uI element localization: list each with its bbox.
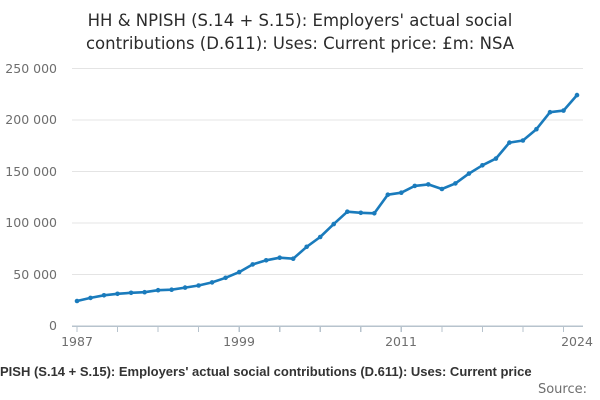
chart-title-line2: contributions (D.611): Uses: Current pri… — [85, 34, 515, 53]
plot-line — [75, 93, 579, 303]
data-point-2006 — [331, 221, 337, 227]
data-point-2005 — [317, 234, 323, 240]
data-point-1999 — [236, 269, 242, 275]
data-point-2016 — [466, 171, 472, 176]
chart-title: HH & NPISH (S.14 + S.15): Employers' act… — [0, 9, 600, 55]
data-point-2012 — [412, 183, 418, 189]
y-axis-label-50000: 50 000 — [13, 266, 57, 282]
data-point-2022 — [547, 109, 553, 115]
y-axis-label-200000: 200 000 — [5, 112, 57, 128]
data-point-2002 — [277, 255, 283, 260]
data-point-2015 — [453, 181, 458, 186]
data-point-2014 — [439, 186, 445, 192]
data-point-2021 — [534, 126, 539, 132]
data-point-1994 — [169, 287, 174, 293]
data-point-1989 — [101, 293, 107, 298]
y-axis-label-0: 0 — [49, 318, 57, 334]
x-axis-label-2011: 2011 — [385, 334, 417, 349]
data-point-1991 — [128, 290, 134, 296]
data-point-2018 — [493, 156, 499, 161]
data-point-2000 — [250, 262, 255, 267]
data-point-2013 — [426, 182, 431, 187]
data-point-1990 — [115, 291, 120, 297]
data-point-1997 — [209, 280, 215, 285]
y-axis-label-100000: 100 000 — [5, 215, 57, 231]
data-point-2017 — [480, 163, 485, 168]
x-axis-label-1987: 1987 — [61, 334, 93, 349]
x-axis-label-2024: 2024 — [561, 334, 593, 349]
data-point-2001 — [263, 258, 269, 263]
data-point-2023 — [561, 108, 566, 113]
chart-title-line1: HH & NPISH (S.14 + S.15): Employers' act… — [87, 11, 513, 30]
data-point-2010 — [385, 192, 391, 197]
data-point-2007 — [345, 209, 350, 214]
data-point-2004 — [304, 244, 310, 250]
data-point-2011 — [399, 190, 404, 195]
source-label: Source: — [537, 382, 587, 397]
x-axis-label-1999: 1999 — [223, 334, 255, 349]
data-point-2008 — [358, 210, 364, 216]
data-point-2003 — [290, 256, 296, 262]
data-point-1993 — [155, 287, 161, 293]
data-point-1996 — [196, 283, 201, 288]
y-axis-label-250000: 250 000 — [5, 60, 57, 76]
data-point-2020 — [520, 138, 526, 143]
data-point-1992 — [142, 289, 147, 295]
data-point-2019 — [507, 140, 512, 145]
data-point-1998 — [223, 275, 228, 281]
data-point-2024 — [574, 92, 580, 98]
data-point-1988 — [88, 295, 93, 301]
data-point-2009 — [372, 211, 377, 216]
y-axis-label-150000: 150 000 — [5, 163, 57, 179]
data-point-1987 — [74, 298, 80, 304]
data-point-1995 — [182, 285, 188, 290]
footer-series-caption: PISH (S.14 + S.15): Employers' actual so… — [0, 364, 532, 379]
